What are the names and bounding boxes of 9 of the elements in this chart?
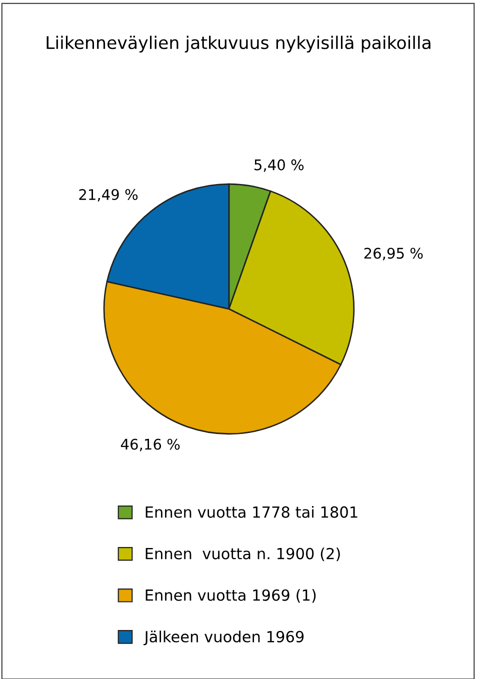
legend-label: Ennen vuotta 1969 (1) bbox=[146, 589, 316, 603]
chart-title: Liikenneväylien jatkuvuus nykyisillä paikoilla bbox=[46, 36, 430, 53]
data-label: 21,49 % bbox=[79, 189, 138, 202]
legend-label: Ennen vuotta n. 1900 (2) bbox=[146, 548, 340, 562]
data-label: 5,40 % bbox=[254, 159, 304, 172]
legend-label: Jälkeen vuoden 1969 bbox=[144, 630, 304, 646]
data-label: 46,16 % bbox=[120, 438, 180, 452]
data-label: 26,95 % bbox=[364, 248, 423, 260]
legend-label: Ennen vuotta 1778 tai 1801 bbox=[146, 506, 358, 518]
